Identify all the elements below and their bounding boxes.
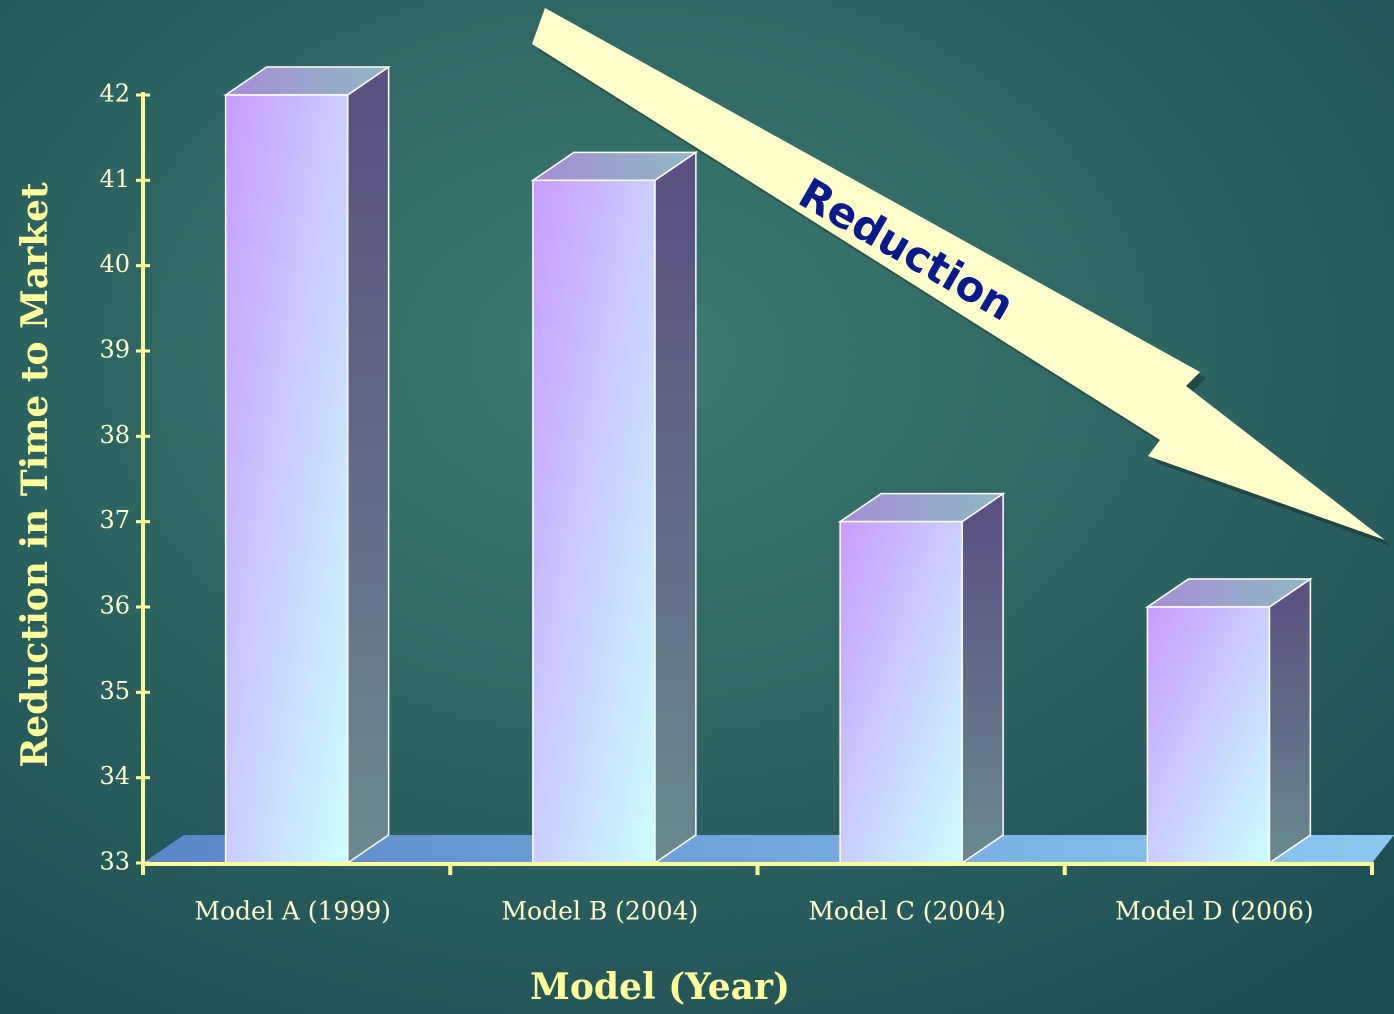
x-tick-label: Model A (1999) <box>194 897 391 926</box>
floor <box>143 835 1394 863</box>
y-tick-label: 34 <box>99 762 130 790</box>
y-tick-label: 33 <box>99 848 130 876</box>
arrow <box>532 8 1385 540</box>
y-tick-label: 37 <box>99 506 130 534</box>
bar-side <box>1268 577 1312 865</box>
bar-side <box>961 492 1004 865</box>
x-tick-label: Model C (2004) <box>808 897 1006 926</box>
plot <box>223 65 1313 865</box>
bar <box>1146 606 1271 864</box>
y-tick-label: 38 <box>99 421 130 449</box>
x-tick-label: Model B (2004) <box>501 897 698 926</box>
y-tick-label: 40 <box>99 250 130 278</box>
y-tick-label: 36 <box>99 592 130 620</box>
bar <box>839 520 963 864</box>
y-axis-label: Reduction in Time to Market <box>14 182 56 768</box>
bar-side <box>654 150 697 865</box>
x-axis-label: Model (Year) <box>530 966 790 1008</box>
y-tick-label: 35 <box>99 677 130 705</box>
bar <box>532 179 656 864</box>
y-tick-label: 39 <box>99 336 130 364</box>
bar <box>224 94 349 864</box>
y-tick-label: 41 <box>99 165 130 193</box>
bar-side <box>346 65 390 865</box>
x-tick-label: Model D (2006) <box>1115 897 1314 926</box>
y-tick-label: 42 <box>99 80 130 108</box>
